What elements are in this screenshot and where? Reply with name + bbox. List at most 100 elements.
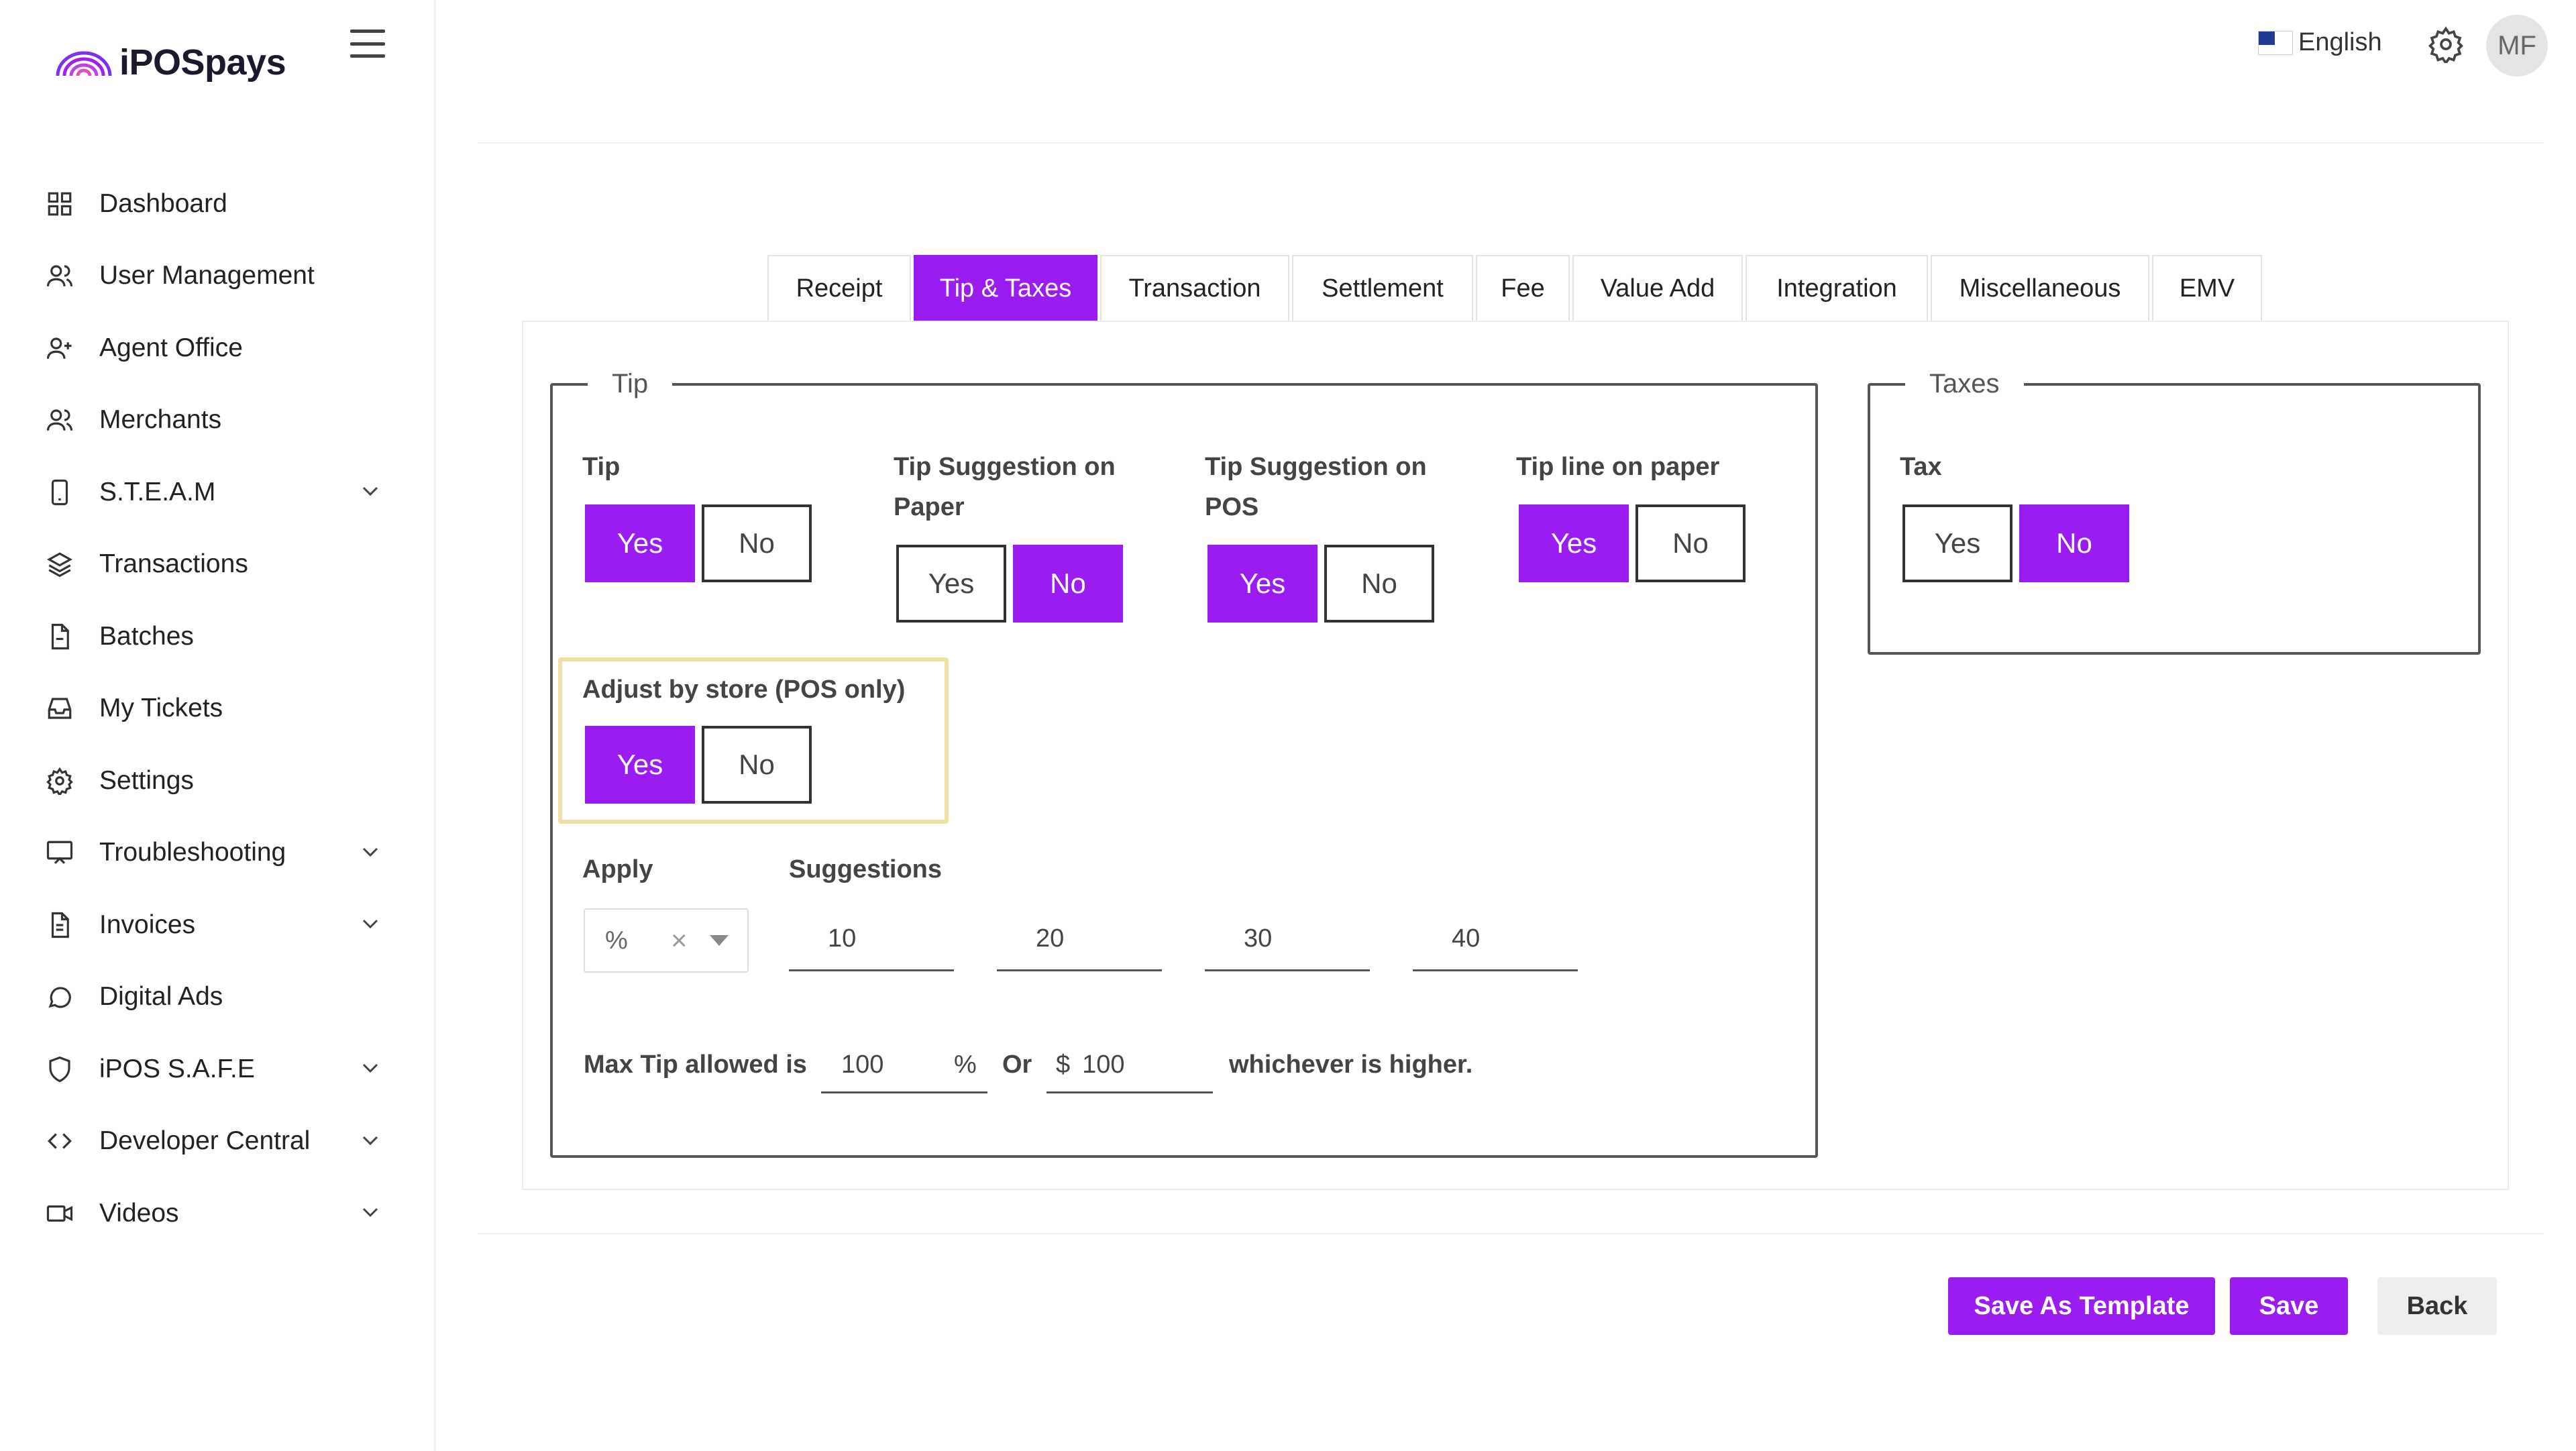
document-icon [46,911,74,939]
adjust-highlight [558,657,949,824]
sidebar-item-label: Invoices [99,910,196,939]
tab-tip-taxes[interactable]: Tip & Taxes [914,255,1097,321]
suggestion-input-2[interactable]: 20 [997,908,1162,971]
header-actions: English MF [2174,0,2576,87]
tip-line-no-button[interactable]: No [1635,504,1746,582]
tax-yes-button[interactable]: Yes [1902,504,2012,582]
sidebar-item-agent-office[interactable]: Agent Office [0,312,436,384]
tip-pos-yes-button[interactable]: Yes [1208,545,1318,623]
tip-line-toggle: Yes No [1519,504,1752,582]
chevron-down-icon[interactable] [361,917,380,930]
sidebar-item-label: Digital Ads [99,982,223,1012]
avatar[interactable]: MF [2486,15,2548,76]
tip-paper-toggle: Yes No [896,545,1130,623]
adjust-yes-button[interactable]: Yes [585,726,695,804]
sidebar-item-troubleshooting[interactable]: Troubleshooting [0,817,436,890]
suggestion-input-3[interactable]: 30 [1205,908,1370,971]
tip-line-label: Tip line on paper [1516,453,1720,481]
sidebar-item-user-management[interactable]: User Management [0,240,436,313]
sidebar-item-label: My Tickets [99,694,223,723]
code-icon [46,1127,74,1155]
brand-logo[interactable]: iPOSpays [54,42,286,83]
tab-transaction[interactable]: Transaction [1100,255,1289,321]
sidebar-item-label: Transactions [99,549,248,579]
tab-settlement[interactable]: Settlement [1292,255,1473,321]
max-tip-suffix: whichever is higher. [1229,1051,1473,1079]
us-flag-icon [2258,30,2293,55]
sidebar-item-my-tickets[interactable]: My Tickets [0,673,436,745]
tab-emv[interactable]: EMV [2152,255,2262,321]
tip-pos-no-button[interactable]: No [1324,545,1434,623]
tip-yes-button[interactable]: Yes [585,504,695,582]
tip-no-button[interactable]: No [702,504,812,582]
chevron-down-icon[interactable] [361,845,380,859]
chevron-down-icon[interactable] [361,1205,380,1219]
language-selector[interactable]: English [2258,28,2382,57]
gear-icon[interactable] [2427,25,2465,63]
sidebar-item-invoices[interactable]: Invoices [0,889,436,961]
max-tip-dollar-input[interactable]: $ 100 [1046,1038,1213,1093]
users-icon [46,406,74,434]
adjust-toggle: Yes No [585,726,818,804]
sidebar-item-transactions[interactable]: Transactions [0,529,436,601]
tip-pos-label: Tip Suggestion on POS [1205,453,1427,521]
chevron-down-icon[interactable] [361,484,380,498]
tab-fee[interactable]: Fee [1476,255,1570,321]
sidebar-item-videos[interactable]: Videos [0,1177,436,1250]
tip-toggle: Yes No [585,504,818,582]
sidebar-item-settings[interactable]: Settings [0,745,436,817]
divider [478,1233,2544,1234]
chevron-down-icon[interactable] [710,935,729,946]
suggestion-input-1[interactable]: 10 [789,908,954,971]
divider [478,142,2544,144]
max-tip-or: Or [1002,1051,1032,1079]
tax-label: Tax [1900,453,1942,481]
save-as-template-button[interactable]: Save As Template [1948,1277,2215,1335]
tip-paper-yes-button[interactable]: Yes [896,545,1006,623]
max-tip-percent-value: 100 [841,1051,884,1079]
inbox-icon [46,694,74,722]
dollar-symbol: $ [1056,1051,1071,1079]
tax-no-button[interactable]: No [2019,504,2129,582]
tab-integration[interactable]: Integration [1746,255,1928,321]
tip-fieldset: Tip [550,369,1818,1158]
tab-receipt[interactable]: Receipt [767,255,911,321]
apply-select[interactable]: % × [584,908,749,973]
menu-toggle-icon[interactable] [349,27,386,60]
suggestion-input-4[interactable]: 40 [1413,908,1578,971]
settings-tabs: Receipt Tip & Taxes Transaction Settleme… [767,255,2265,321]
tip-paper-label: Tip Suggestion on Paper [894,453,1116,521]
sidebar-item-label: User Management [99,261,315,290]
close-icon[interactable]: × [671,924,688,956]
adjust-label: Adjust by store (POS only) [582,676,906,704]
sidebar-item-developer-central[interactable]: Developer Central [0,1106,436,1178]
tip-legend: Tip [612,369,649,398]
sidebar-item-label: Troubleshooting [99,838,286,867]
sidebar-item-ipos-safe[interactable]: iPOS S.A.F.E [0,1033,436,1106]
back-button[interactable]: Back [2377,1277,2497,1335]
percent-symbol: % [954,1051,977,1079]
tip-paper-no-button[interactable]: No [1013,545,1123,623]
sidebar-item-label: Dashboard [99,189,227,218]
sidebar-item-digital-ads[interactable]: Digital Ads [0,961,436,1034]
tab-miscellaneous[interactable]: Miscellaneous [1931,255,2149,321]
sidebar-item-label: Videos [99,1198,179,1228]
chevron-down-icon[interactable] [361,1134,380,1147]
user-plus-icon [46,334,74,362]
sidebar-item-merchants[interactable]: Merchants [0,384,436,457]
sidebar-item-batches[interactable]: Batches [0,600,436,673]
sidebar-item-label: Developer Central [99,1126,311,1156]
sidebar-item-dashboard[interactable]: Dashboard [0,168,436,240]
max-tip-dollar-value: 100 [1082,1051,1125,1079]
adjust-no-button[interactable]: No [702,726,812,804]
chevron-down-icon[interactable] [361,1061,380,1075]
tip-taxes-panel [522,321,2509,1190]
gear-icon [46,767,74,795]
save-button[interactable]: Save [2230,1277,2348,1335]
max-tip-prefix: Max Tip allowed is [584,1051,807,1079]
tab-value-add[interactable]: Value Add [1572,255,1743,321]
sidebar-item-steam[interactable]: S.T.E.A.M [0,456,436,529]
tip-line-yes-button[interactable]: Yes [1519,504,1629,582]
max-tip-row: Max Tip allowed is 100 % Or $ 100 whiche… [584,1038,1523,1093]
max-tip-percent-input[interactable]: 100 % [821,1038,987,1093]
